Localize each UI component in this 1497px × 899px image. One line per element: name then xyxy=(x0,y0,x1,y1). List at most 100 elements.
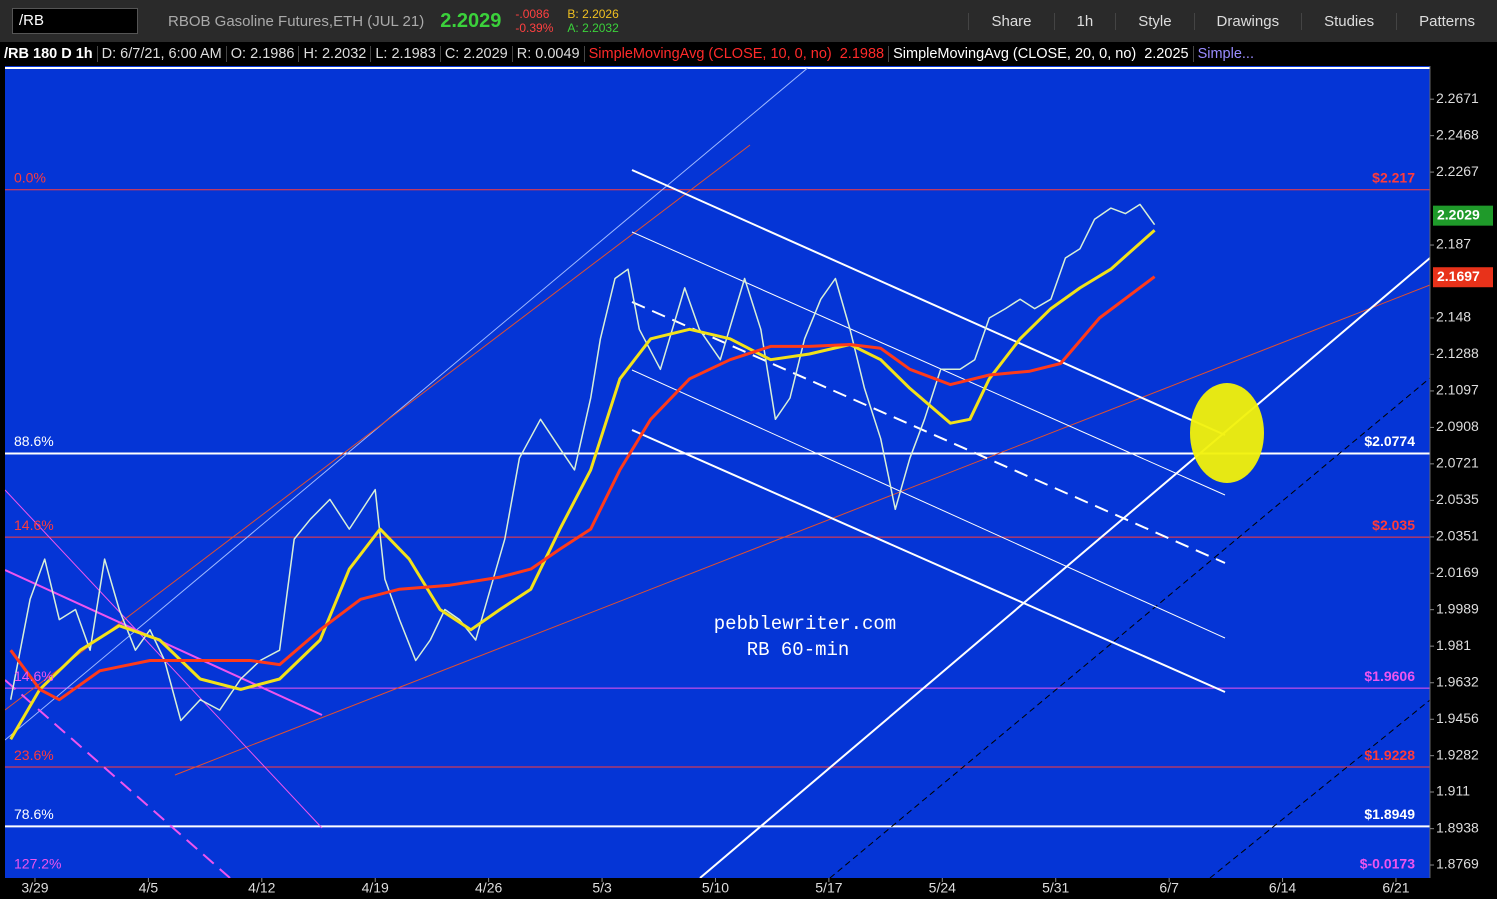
x-tick-label: 6/14 xyxy=(1269,880,1296,896)
x-tick-label: 5/24 xyxy=(929,880,956,896)
info-item: H: 2.2032 xyxy=(299,46,372,62)
trendline xyxy=(699,257,1430,878)
study-label: SimpleMovingAvg (CLOSE, 20, 0, no) xyxy=(893,46,1137,62)
info-item: D: 6/7/21, 6:00 AM xyxy=(98,46,227,62)
y-tick-label: 1.9282 xyxy=(1436,746,1479,762)
highlight-circle xyxy=(1190,383,1264,483)
price-badge-label: 2.1697 xyxy=(1437,268,1480,284)
fib-price-label: $2.035 xyxy=(1372,517,1415,533)
info-item: C: 2.2029 xyxy=(441,46,513,62)
y-tick-label: 2.2267 xyxy=(1436,163,1479,179)
series-line xyxy=(9,203,1156,722)
study-value: 2.2025 xyxy=(1140,46,1194,62)
fib-price-label: $1.9228 xyxy=(1364,747,1415,763)
last-price: 2.2029 xyxy=(440,9,502,32)
fib-price-label: $-0.0173 xyxy=(1360,856,1415,872)
symbol-box[interactable]: /RB xyxy=(12,8,138,34)
price-badge xyxy=(1433,205,1493,226)
channel-line xyxy=(631,231,1226,496)
study-value: 2.1988 xyxy=(836,46,890,62)
series-line xyxy=(9,275,1156,702)
trendline xyxy=(1209,699,1430,878)
bid: B: 2.2026 xyxy=(567,7,619,21)
description: RBOB Gasoline Futures,ETH (JUL 21) xyxy=(168,12,425,30)
toolbar-button[interactable]: 1h xyxy=(1053,12,1116,30)
trendline xyxy=(5,68,809,741)
trendline xyxy=(174,284,1430,776)
y-tick-label: 1.981 xyxy=(1436,637,1471,653)
x-tick-label: 4/5 xyxy=(139,880,159,896)
watermark: RB 60-min xyxy=(747,639,850,661)
fib-pct-label: 0.0% xyxy=(14,169,46,185)
y-tick-label: 2.2671 xyxy=(1436,90,1479,106)
trendline xyxy=(829,377,1430,878)
x-tick-label: 3/29 xyxy=(21,880,48,896)
y-tick-label: 2.0351 xyxy=(1436,528,1479,544)
info-item: L: 2.1983 xyxy=(371,46,441,62)
x-axis-background xyxy=(0,878,1430,899)
x-tick-label: 4/19 xyxy=(362,880,389,896)
trendline xyxy=(5,679,231,878)
toolbar-button[interactable]: Share xyxy=(968,12,1053,30)
x-tick-label: 5/3 xyxy=(592,880,612,896)
x-tick-label: 5/17 xyxy=(815,880,842,896)
fib-pct-label: 88.6% xyxy=(14,433,54,449)
toolbar-button[interactable]: Drawings xyxy=(1193,12,1302,30)
change: -.0086 -0.39% xyxy=(515,7,553,35)
x-tick-label: 6/21 xyxy=(1382,880,1409,896)
y-axis-background xyxy=(1430,66,1497,899)
fib-pct-label: 127.2% xyxy=(14,856,61,872)
toolbar-button[interactable]: Style xyxy=(1115,12,1193,30)
series-line xyxy=(9,229,1156,741)
y-tick-label: 2.0169 xyxy=(1436,564,1479,580)
fib-pct-label: 14.6% xyxy=(14,668,54,684)
y-tick-label: 1.9989 xyxy=(1436,600,1479,616)
y-tick-label: 2.0721 xyxy=(1436,455,1479,471)
y-tick-label: 1.8769 xyxy=(1436,856,1479,872)
toolbar-button[interactable]: Patterns xyxy=(1396,12,1497,30)
trendline xyxy=(5,144,751,711)
fib-pct-label: 14.6% xyxy=(14,517,54,533)
bid-ask: B: 2.2026 A: 2.2032 xyxy=(567,7,618,35)
y-tick-label: 2.187 xyxy=(1436,236,1471,252)
channel-line xyxy=(631,301,1226,564)
channel-line xyxy=(631,369,1226,639)
study-label: SimpleMovingAvg (CLOSE, 10, 0, no) xyxy=(588,46,832,62)
trendlines xyxy=(5,68,1430,878)
fib-price-label: $2.217 xyxy=(1372,169,1415,185)
y-tick-label: 2.2468 xyxy=(1436,126,1479,142)
watermark: pebblewriter.com xyxy=(714,613,896,635)
fib-price-label: $1.8949 xyxy=(1364,806,1415,822)
y-tick-label: 1.911 xyxy=(1436,783,1470,799)
price-badge-label: 2.2029 xyxy=(1437,206,1480,222)
y-tick-label: 2.1288 xyxy=(1436,345,1479,361)
info-item: R: 0.0049 xyxy=(513,46,585,62)
change-abs: -.0086 xyxy=(515,7,550,21)
x-tick-label: 4/12 xyxy=(248,880,275,896)
info-bar: /RB 180 D 1h D: 6/7/21, 6:00 AM O: 2.1986 H… xyxy=(0,42,1430,66)
info-item: O: 2.1986 xyxy=(227,46,300,62)
channel-line xyxy=(631,169,1226,436)
x-tick-label: 4/26 xyxy=(475,880,502,896)
price-badge xyxy=(1433,267,1493,288)
y-tick-label: 1.9456 xyxy=(1436,710,1479,726)
change-pct: -0.39% xyxy=(515,21,554,35)
y-tick-label: 1.8938 xyxy=(1436,819,1479,835)
x-tick-label: 5/31 xyxy=(1042,880,1069,896)
toolbar-button[interactable]: Studies xyxy=(1301,12,1396,30)
fib-price-label: $1.9606 xyxy=(1364,668,1415,684)
y-tick-label: 1.9632 xyxy=(1436,673,1479,689)
fib-pct-label: 23.6% xyxy=(14,747,54,763)
fib-price-label: $2.0774 xyxy=(1364,433,1415,449)
ask: A: 2.2032 xyxy=(567,21,619,35)
toolbar: /RB RBOB Gasoline Futures,ETH (JUL 21) 2… xyxy=(0,0,1497,42)
study-more: Simple... xyxy=(1197,46,1254,62)
toolbar-buttons: Share 1h Style Drawings Studies Patterns xyxy=(968,12,1497,30)
y-tick-label: 2.0535 xyxy=(1436,491,1479,507)
x-tick-label: 6/7 xyxy=(1159,880,1179,896)
y-tick-label: 2.0908 xyxy=(1436,418,1479,434)
fib-pct-label: 78.6% xyxy=(14,806,54,822)
info-item: /RB 180 D 1h xyxy=(0,46,98,62)
